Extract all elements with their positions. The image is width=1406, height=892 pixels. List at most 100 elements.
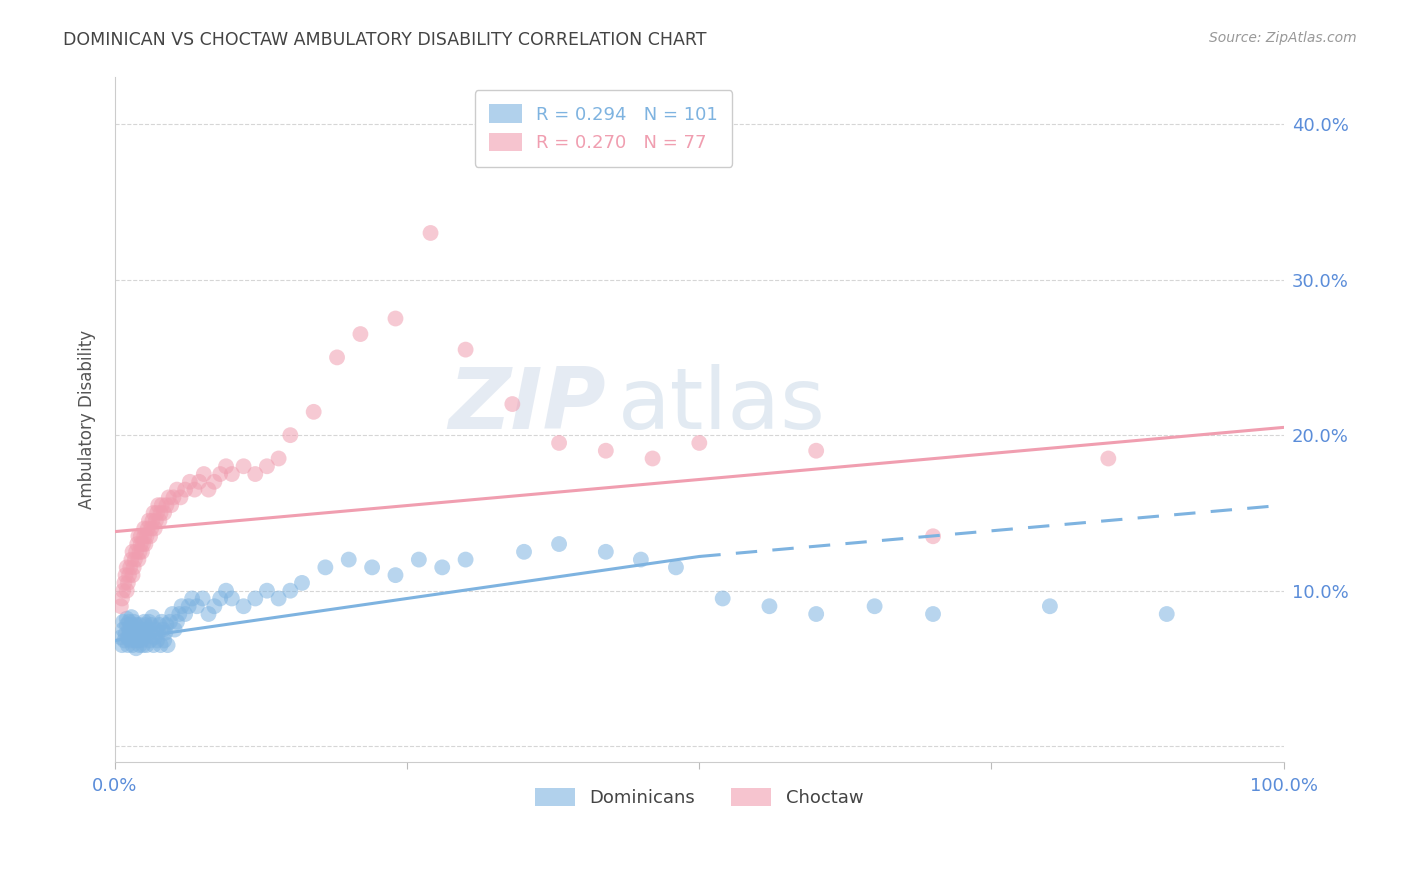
Point [146,506,169,520]
Point [120,610,142,624]
Point [804,607,827,621]
Point [149,506,172,520]
Point [121,638,143,652]
Point [121,631,143,645]
Point [1097,451,1119,466]
Point [112,615,135,629]
Point [124,625,146,640]
Point [127,631,149,645]
Point [115,618,138,632]
Point [166,483,188,497]
Point [314,560,336,574]
Point [132,537,155,551]
Point [121,568,143,582]
Point [153,506,176,520]
Point [129,529,152,543]
Point [143,631,166,645]
Point [141,618,163,632]
Point [148,514,170,528]
Point [150,498,173,512]
Point [115,560,138,574]
Point [118,568,141,582]
Text: DOMINICAN VS CHOCTAW AMBULATORY DISABILITY CORRELATION CHART: DOMINICAN VS CHOCTAW AMBULATORY DISABILI… [63,31,707,49]
Text: ZIP: ZIP [449,365,606,448]
Point [155,625,177,640]
Point [136,521,159,535]
Point [641,451,664,466]
Point [111,591,134,606]
Point [134,615,156,629]
Point [115,612,138,626]
Point [114,627,136,641]
Point [134,618,156,632]
Point [221,467,243,481]
Point [688,436,710,450]
Point [138,514,160,528]
Point [125,545,148,559]
Point [349,327,371,342]
Point [128,638,150,652]
Point [174,607,197,621]
Point [267,591,290,606]
Point [112,633,135,648]
Point [177,599,200,614]
Point [152,623,174,637]
Point [117,575,139,590]
Point [202,475,225,489]
Point [115,583,138,598]
Point [143,521,166,535]
Point [548,537,571,551]
Point [127,633,149,648]
Point [197,607,219,621]
Point [112,623,135,637]
Legend: Dominicans, Choctaw: Dominicans, Choctaw [529,780,870,814]
Point [127,623,149,637]
Point [132,631,155,645]
Point [169,607,191,621]
Point [188,475,211,489]
Point [111,638,134,652]
Point [183,483,205,497]
Point [501,397,523,411]
Point [804,443,827,458]
Point [157,491,180,505]
Point [209,467,232,481]
Point [110,599,132,614]
Point [129,537,152,551]
Point [120,625,142,640]
Point [361,560,384,574]
Point [141,514,163,528]
Point [132,638,155,652]
Point [124,552,146,566]
Point [117,638,139,652]
Point [142,506,165,520]
Point [134,529,156,543]
Point [278,583,301,598]
Point [118,623,141,637]
Point [922,607,945,621]
Point [120,618,142,632]
Point [127,529,149,543]
Point [384,311,406,326]
Point [454,552,477,566]
Point [711,591,734,606]
Point [278,428,301,442]
Point [124,633,146,648]
Point [159,615,181,629]
Point [221,591,243,606]
Point [127,552,149,566]
Point [215,583,238,598]
Point [138,615,160,629]
Point [267,451,290,466]
Point [1156,607,1178,621]
Point [128,618,150,632]
Point [291,575,314,590]
Point [127,537,149,551]
Point [548,436,571,450]
Point [120,633,142,648]
Point [150,615,173,629]
Point [114,568,136,582]
Point [131,633,153,648]
Point [155,618,177,632]
Point [181,591,204,606]
